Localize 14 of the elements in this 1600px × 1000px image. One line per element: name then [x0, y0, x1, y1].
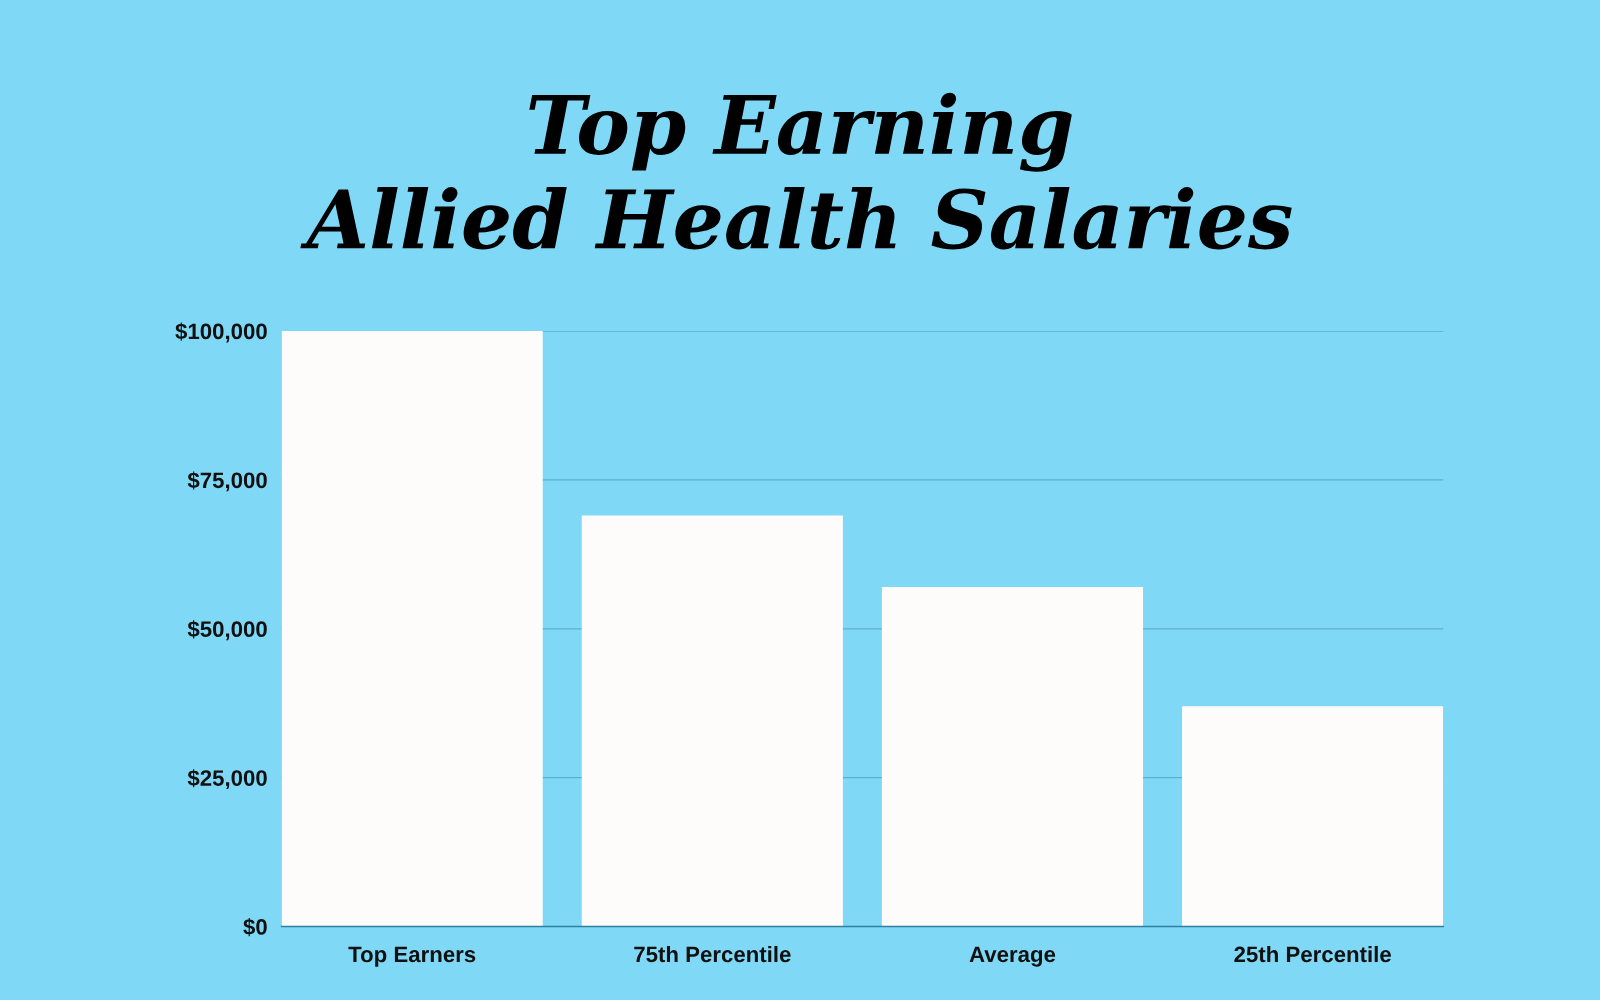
- y-tick-label: $75,000: [187, 471, 267, 492]
- y-tick-label: $0: [243, 918, 267, 937]
- bar: [1182, 706, 1444, 927]
- x-tick-label: 25th Percentile: [1234, 945, 1391, 963]
- y-tick-label: $50,000: [187, 620, 267, 641]
- bar: [581, 515, 843, 927]
- x-tick-label: Top Earners: [348, 946, 476, 967]
- chart-title: Top Earning Allied Health Salaries: [300, 92, 1292, 250]
- x-tick-label: Average: [969, 946, 1056, 967]
- y-tick-label: $100,000: [175, 322, 267, 343]
- y-tick-label: $25,000: [187, 769, 267, 790]
- x-tick-label: 75th Percentile: [634, 945, 791, 963]
- bar: [281, 331, 543, 927]
- bar: [881, 587, 1144, 927]
